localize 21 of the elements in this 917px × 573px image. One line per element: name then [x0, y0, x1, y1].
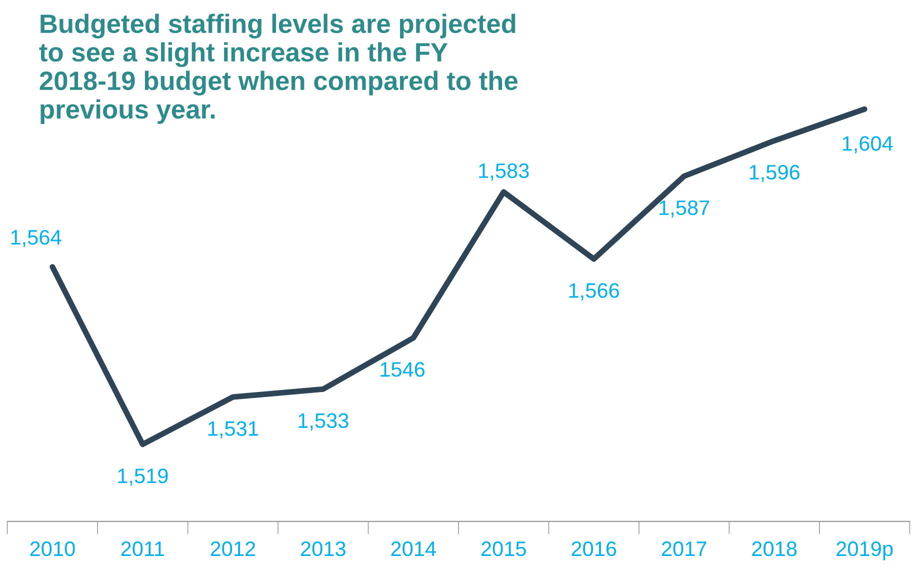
x-tick-label: 2016 [572, 541, 616, 556]
data-label: 1,596 [750, 164, 800, 182]
data-label: 1,533 [298, 413, 348, 431]
data-label: 1,519 [118, 468, 168, 486]
x-tick-label: 2015 [481, 541, 526, 556]
data-label: 1,587 [660, 200, 710, 218]
chart-title: Budgeted staffing levels are projected to see a slight increase in the FY 2018-19 budget when compared to the previous year. [39, 14, 518, 124]
x-tick-label: 2013 [301, 541, 346, 556]
x-tick-label: 2019p [836, 541, 893, 560]
data-label: 1,564 [11, 230, 62, 248]
data-label: 1,583 [479, 163, 529, 181]
x-tick-label: 2018 [752, 541, 797, 556]
x-tick-label: 2012 [210, 541, 256, 556]
data-label: 1,531 [208, 421, 258, 438]
data-label: 1,604 [842, 136, 893, 154]
data-label: 1546 [380, 362, 425, 377]
data-label: 1,566 [569, 283, 620, 300]
x-tick-label: 2014 [391, 541, 436, 556]
x-tick-label: 2011 [121, 541, 164, 556]
x-tick-label: 2017 [662, 541, 706, 556]
x-tick-label: 2010 [30, 541, 75, 556]
